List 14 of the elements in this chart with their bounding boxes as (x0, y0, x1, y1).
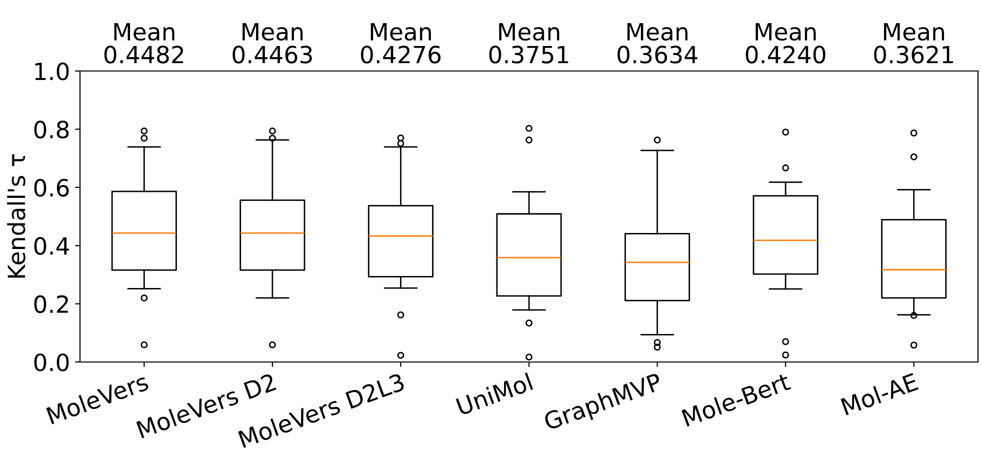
text: Mean 0.4240 (746, 23, 826, 64)
text: Mean 0.3751 (489, 23, 568, 64)
y-tick-label: 1.0 (35, 62, 69, 80)
text: Mean 0.4463 (232, 23, 312, 64)
y-axis-title: Kendall's τ (7, 154, 26, 278)
text: Mean 0.3634 (618, 23, 698, 64)
text: Mean 0.4276 (360, 23, 441, 64)
y-tick-label: 0.8 (34, 120, 69, 139)
y-tick-label: 0.6 (34, 178, 69, 197)
y-tick-label: 0.0 (34, 353, 69, 372)
y-tick-label: 0.4 (34, 237, 69, 255)
text: Mean 0.3621 (874, 23, 953, 64)
y-tick-label: 0.2 (34, 295, 68, 314)
text: Mean 0.4482 (104, 23, 184, 64)
